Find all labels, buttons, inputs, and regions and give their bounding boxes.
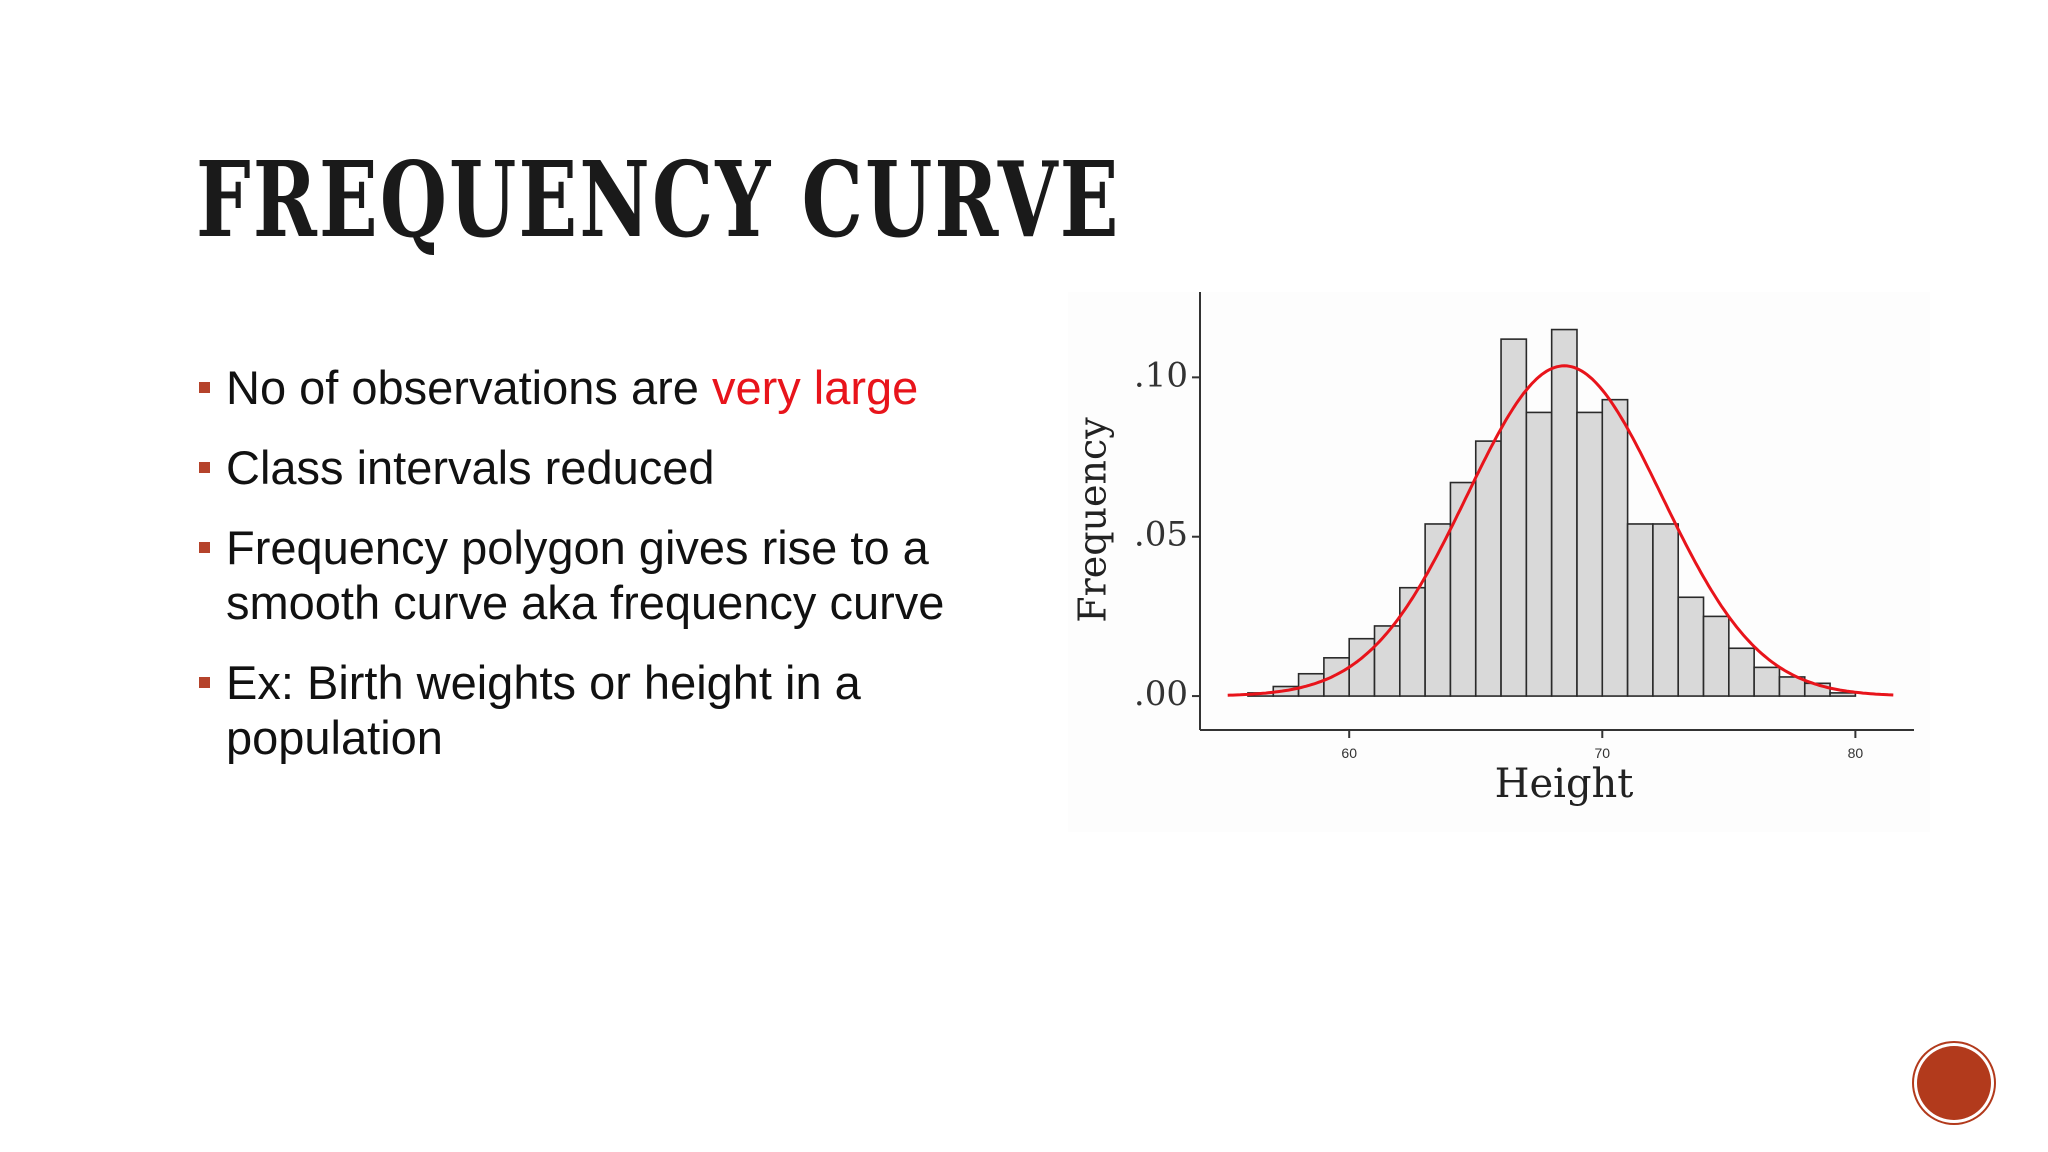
square-bullet-icon [199,382,210,393]
bars-group [1247,328,1857,697]
histogram-bar [1601,398,1629,697]
histogram-bar [1550,328,1578,697]
x-tick-label: 70 [1595,745,1611,761]
bullet-highlight: very large [711,361,919,414]
histogram-bar [1677,596,1705,697]
histogram-bar [1474,440,1502,697]
y-tick-label: .05 [1134,515,1188,555]
ticks-group: .00 .05 .10 60 70 80 [1134,355,1863,761]
histogram-bar [1576,411,1604,697]
histogram-bar [1373,625,1401,697]
histogram-bar [1702,615,1730,697]
bullet-item: Class intervals reduced [196,440,1016,495]
histogram-bar [1348,637,1376,697]
slide-title: Frequency Curve [196,138,1121,261]
square-bullet-icon [199,462,210,473]
bullet-text: Class intervals reduced [226,441,715,494]
square-bullet-icon [199,542,210,553]
histogram-bar [1323,657,1351,697]
histogram-bar [1829,692,1857,697]
bullet-text: Frequency polygon gives rise to a smooth… [226,521,945,629]
y-tick-label: .00 [1134,674,1188,714]
histogram-bar [1399,586,1426,697]
bullet-item: No of observations are very large [196,360,1016,415]
axes-group [1199,292,1914,731]
density-curve [1227,364,1894,697]
bullet-list: No of observations are very large Class … [196,360,1016,790]
histogram-bar [1449,481,1477,697]
x-tick-label: 60 [1341,745,1357,761]
square-bullet-icon [199,677,210,688]
bullet-text: No of observations are [226,361,712,414]
x-axis-label: Height [1495,761,1634,807]
histogram-bar [1525,411,1553,697]
bullet-text: Ex: Birth weights or height in a populat… [226,656,861,764]
histogram-figure: .00 .05 .10 60 70 80 Height Frequency [1068,292,1930,832]
histogram-chart: .00 .05 .10 60 70 80 Height Frequency [1071,292,1914,807]
y-axis-label: Frequency [1071,417,1115,623]
histogram-bar [1753,666,1781,697]
histogram-bar [1424,523,1452,697]
bullet-item: Frequency polygon gives rise to a smooth… [196,520,1016,630]
x-tick-label: 80 [1848,745,1864,761]
histogram-bar [1652,523,1680,697]
curve-group [1227,364,1894,697]
histogram-bar [1626,523,1654,697]
histogram-bar [1728,647,1755,697]
slide-number-badge [1917,1046,1991,1120]
y-tick-label: .10 [1134,355,1188,395]
bullet-item: Ex: Birth weights or height in a populat… [196,655,1016,765]
